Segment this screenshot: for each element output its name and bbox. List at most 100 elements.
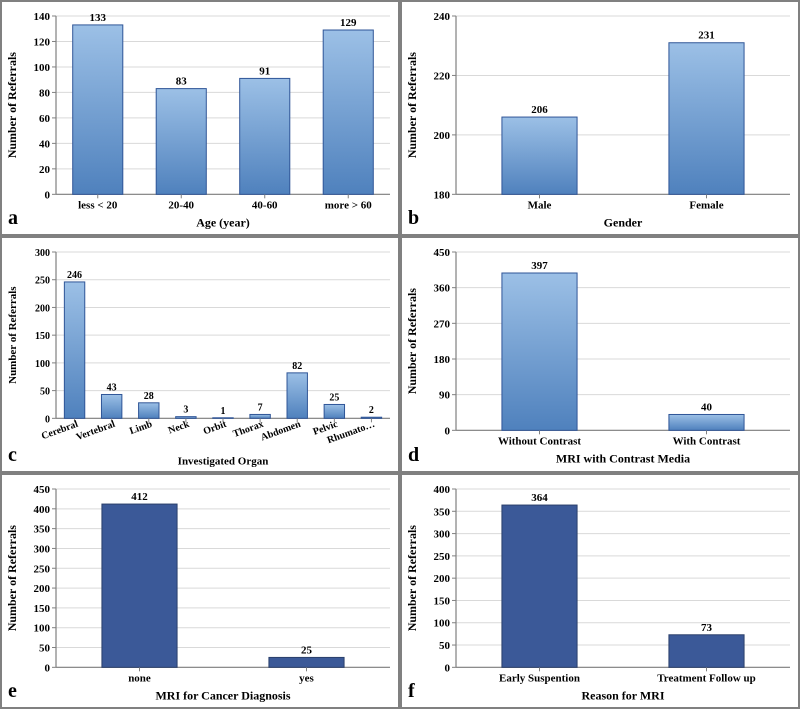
svg-text:more > 60: more > 60 <box>325 199 372 211</box>
svg-text:Number of Referrals: Number of Referrals <box>405 52 419 159</box>
svg-text:360: 360 <box>434 283 451 295</box>
svg-text:90: 90 <box>439 390 450 402</box>
svg-text:60: 60 <box>39 113 50 125</box>
svg-text:Number of Referrals: Number of Referrals <box>5 52 19 159</box>
svg-text:270: 270 <box>434 319 451 331</box>
svg-text:150: 150 <box>434 595 451 607</box>
svg-text:50: 50 <box>40 387 50 398</box>
svg-text:50: 50 <box>439 640 450 652</box>
svg-text:0: 0 <box>445 426 451 438</box>
panel-b: 180200220240206Male231FemaleGenderNumber… <box>400 0 800 236</box>
svg-text:250: 250 <box>35 276 50 287</box>
svg-text:Treatment Follow up: Treatment Follow up <box>657 672 755 684</box>
svg-text:25: 25 <box>329 393 339 404</box>
svg-text:40: 40 <box>701 402 712 414</box>
svg-text:300: 300 <box>34 543 51 555</box>
svg-text:0: 0 <box>445 662 451 674</box>
svg-text:400: 400 <box>34 503 51 515</box>
svg-text:7: 7 <box>258 403 263 414</box>
panel-label-d: d <box>408 444 419 467</box>
svg-text:412: 412 <box>131 491 148 503</box>
svg-text:Number of Referrals: Number of Referrals <box>7 287 19 384</box>
svg-text:1: 1 <box>220 406 225 417</box>
svg-text:none: none <box>128 672 151 684</box>
svg-text:129: 129 <box>340 17 357 29</box>
panel-a: 020406080100120140133less < 208320-40914… <box>0 0 400 236</box>
svg-text:28: 28 <box>144 391 154 402</box>
panel-e: 050100150200250300350400450412none25yesM… <box>0 473 400 709</box>
svg-text:3: 3 <box>183 405 188 416</box>
svg-text:450: 450 <box>34 484 51 496</box>
panel-label-c: c <box>8 444 17 467</box>
svg-text:140: 140 <box>34 11 51 23</box>
svg-text:364: 364 <box>531 492 548 504</box>
svg-text:0: 0 <box>45 189 51 201</box>
svg-text:Early Suspention: Early Suspention <box>499 672 580 684</box>
chart-c: 050100150200250300246Cerebral43Vertebral… <box>2 238 398 470</box>
svg-text:82: 82 <box>292 361 302 372</box>
svg-text:200: 200 <box>434 573 451 585</box>
svg-text:Gender: Gender <box>604 215 643 229</box>
svg-text:MRI for Cancer Diagnosis: MRI for Cancer Diagnosis <box>155 688 290 702</box>
svg-text:0: 0 <box>45 415 50 426</box>
panel-d: 0 90 180 270 360 450 397 Without Contrast 40 With… <box>400 236 800 472</box>
svg-text:206: 206 <box>531 104 548 116</box>
svg-text:43: 43 <box>107 383 117 394</box>
svg-text:50: 50 <box>39 642 50 654</box>
svg-text:Number of Referrals: Number of Referrals <box>405 524 419 631</box>
svg-text:180: 180 <box>434 189 451 201</box>
svg-text:150: 150 <box>35 331 50 342</box>
svg-text:300: 300 <box>35 248 50 259</box>
svg-text:100: 100 <box>434 617 451 629</box>
svg-text:2: 2 <box>369 406 374 417</box>
svg-text:350: 350 <box>434 506 451 518</box>
svg-text:20-40: 20-40 <box>168 199 194 211</box>
svg-text:240: 240 <box>434 11 451 23</box>
svg-text:100: 100 <box>35 359 50 370</box>
svg-text:With Contrast: With Contrast <box>673 436 741 448</box>
svg-text:180: 180 <box>434 354 451 366</box>
panel-c: 050100150200250300246Cerebral43Vertebral… <box>0 236 400 472</box>
svg-text:Investigated Organ: Investigated Organ <box>178 456 269 468</box>
panel-label-a: a <box>8 207 18 230</box>
svg-text:Without Contrast: Without Contrast <box>498 436 581 448</box>
svg-text:220: 220 <box>434 70 451 82</box>
svg-text:250: 250 <box>434 551 451 563</box>
svg-text:less < 20: less < 20 <box>78 199 118 211</box>
svg-text:Reason for MRI: Reason for MRI <box>581 688 664 702</box>
svg-text:80: 80 <box>39 87 50 99</box>
chart-f: 0 50 100 150 200 250 300 350 400 364 Early Suspent… <box>402 475 798 707</box>
svg-text:246: 246 <box>67 270 82 281</box>
svg-text:Number of Referrals: Number of Referrals <box>405 288 419 395</box>
svg-text:397: 397 <box>531 260 548 272</box>
chart-d: 0 90 180 270 360 450 397 Without Contrast 40 With… <box>402 238 798 470</box>
svg-text:91: 91 <box>259 65 270 77</box>
svg-text:100: 100 <box>34 622 51 634</box>
svg-text:yes: yes <box>299 672 314 684</box>
svg-text:200: 200 <box>34 583 51 595</box>
panel-label-f: f <box>408 680 415 703</box>
panel-label-e: e <box>8 680 17 703</box>
svg-text:231: 231 <box>698 30 714 42</box>
svg-text:100: 100 <box>34 62 51 74</box>
svg-text:Age (year): Age (year) <box>196 215 250 229</box>
panel-label-b: b <box>408 207 419 230</box>
svg-text:73: 73 <box>701 621 712 633</box>
svg-text:450: 450 <box>434 247 451 259</box>
svg-text:Number of Referrals: Number of Referrals <box>5 524 19 631</box>
svg-text:40-60: 40-60 <box>252 199 278 211</box>
svg-text:400: 400 <box>434 484 451 496</box>
svg-text:350: 350 <box>34 523 51 535</box>
svg-text:120: 120 <box>34 36 51 48</box>
svg-text:20: 20 <box>39 164 50 176</box>
svg-text:40: 40 <box>39 138 50 150</box>
svg-text:300: 300 <box>434 528 451 540</box>
chart-a: 020406080100120140133less < 208320-40914… <box>2 2 398 234</box>
svg-text:133: 133 <box>90 12 107 24</box>
chart-e: 050100150200250300350400450412none25yesM… <box>2 475 398 707</box>
svg-text:200: 200 <box>434 130 451 142</box>
svg-text:150: 150 <box>34 603 51 615</box>
svg-text:Male: Male <box>528 199 552 211</box>
svg-text:200: 200 <box>35 304 50 315</box>
chart-b: 180200220240206Male231FemaleGenderNumber… <box>402 2 798 234</box>
